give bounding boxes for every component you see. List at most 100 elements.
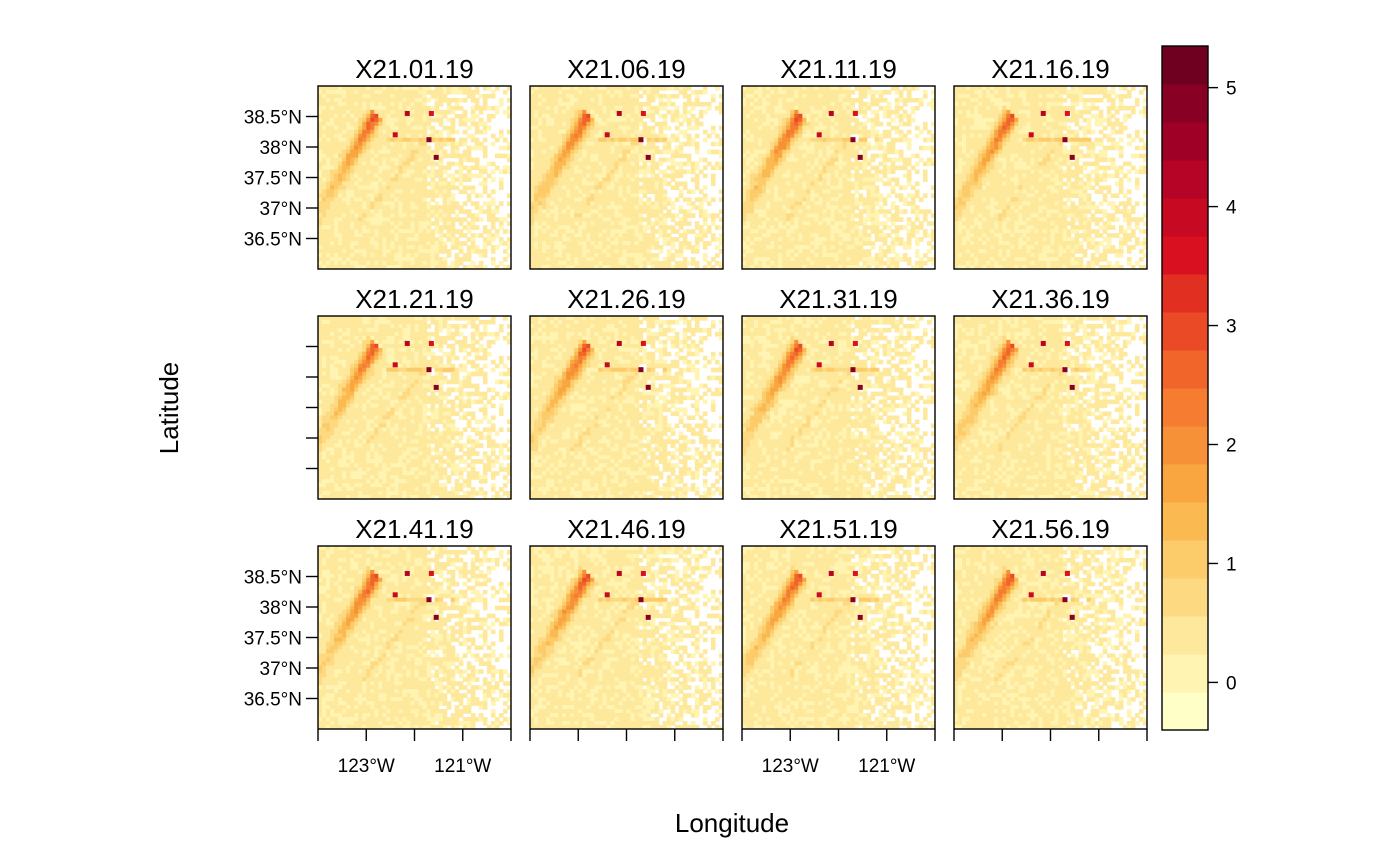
raster-cell (810, 133, 815, 139)
raster-cell (402, 113, 408, 119)
raster-cell (742, 137, 747, 143)
raster-cell (446, 125, 452, 131)
raster-cell (326, 89, 331, 95)
raster-cell (646, 261, 652, 266)
raster-cell (430, 245, 436, 250)
raster-cell (450, 177, 456, 183)
raster-cell (446, 213, 452, 218)
raster-cell (534, 177, 539, 183)
raster-cell (438, 149, 444, 155)
raster-cell (354, 161, 359, 167)
raster-cell (466, 193, 472, 198)
raster-cell (878, 197, 884, 202)
raster-cell (562, 229, 567, 234)
raster-cell (682, 197, 688, 202)
raster-cell (470, 133, 476, 139)
raster-cell (598, 177, 603, 183)
raster-cell (374, 205, 379, 210)
raster-cell (798, 221, 803, 226)
raster-cell (338, 233, 343, 238)
raster-cell (398, 241, 404, 246)
raster-cell (422, 153, 428, 159)
raster-cell (630, 121, 636, 127)
raster-cell (386, 157, 391, 163)
raster-cell (846, 149, 852, 155)
raster-cell (554, 193, 559, 198)
raster-cell (334, 265, 339, 269)
raster-cell (874, 185, 880, 191)
raster-cell (810, 86, 815, 91)
raster-cell (750, 169, 755, 175)
raster-cell (562, 237, 567, 242)
raster-cell (590, 189, 595, 195)
raster-cell (494, 105, 500, 111)
raster-cell (930, 185, 935, 191)
raster-cell (398, 165, 404, 171)
raster-cell (546, 213, 551, 218)
raster-cell (638, 221, 644, 226)
raster-cell (618, 137, 624, 143)
raster-cell (878, 121, 884, 127)
raster-cell (866, 209, 872, 214)
raster-cell (346, 173, 351, 179)
raster-cell (562, 253, 567, 258)
raster-cell (698, 213, 704, 218)
raster-cell (858, 137, 864, 143)
raster-cell (566, 157, 571, 163)
raster-cell (390, 229, 395, 234)
raster-cell (646, 233, 652, 238)
raster-cell (390, 213, 395, 218)
raster-cell (478, 261, 484, 266)
raster-cell (362, 253, 367, 258)
raster-cell (694, 161, 700, 167)
raster-cell (378, 213, 383, 218)
raster-cell (634, 125, 640, 131)
raster-cell (814, 157, 819, 163)
hotspot-cell (404, 110, 410, 116)
raster-cell (582, 265, 587, 269)
raster-cell (886, 89, 892, 95)
raster-cell (578, 213, 583, 218)
raster-cell (602, 89, 607, 95)
raster-cell (410, 149, 416, 155)
raster-cell (714, 141, 720, 147)
raster-cell (754, 177, 759, 183)
raster-cell (814, 97, 819, 103)
raster-cell (902, 209, 908, 214)
raster-cell (354, 145, 359, 151)
raster-cell (426, 149, 432, 155)
raster-cell (318, 241, 323, 246)
raster-cell (338, 213, 343, 218)
raster-cell (342, 265, 347, 269)
raster-cell (438, 113, 444, 119)
raster-cell (318, 205, 323, 210)
raster-cell (614, 257, 620, 262)
raster-cell (454, 149, 460, 155)
raster-cell (370, 253, 375, 258)
raster-cell (362, 149, 367, 155)
raster-cell (442, 217, 448, 222)
raster-cell (762, 173, 767, 179)
raster-cell (798, 169, 803, 175)
raster-cell (582, 217, 587, 222)
raster-cell (538, 89, 543, 95)
raster-cell (786, 213, 791, 218)
raster-cell (674, 86, 680, 91)
raster-cell (570, 213, 575, 218)
raster-cell (358, 241, 363, 246)
raster-cell (910, 209, 916, 214)
raster-cell (450, 173, 456, 179)
raster-cell (498, 185, 504, 191)
raster-cell (338, 181, 343, 187)
raster-cell (354, 137, 359, 143)
raster-cell (586, 245, 591, 250)
raster-cell (554, 129, 559, 135)
raster-cell (586, 205, 591, 210)
raster-cell (846, 201, 852, 206)
raster-cell (326, 241, 331, 246)
raster-cell (670, 185, 676, 191)
raster-cell (438, 169, 444, 175)
raster-cell (598, 141, 603, 147)
panel-title: X21.01.19 (355, 54, 474, 84)
raster-cell (670, 265, 676, 269)
